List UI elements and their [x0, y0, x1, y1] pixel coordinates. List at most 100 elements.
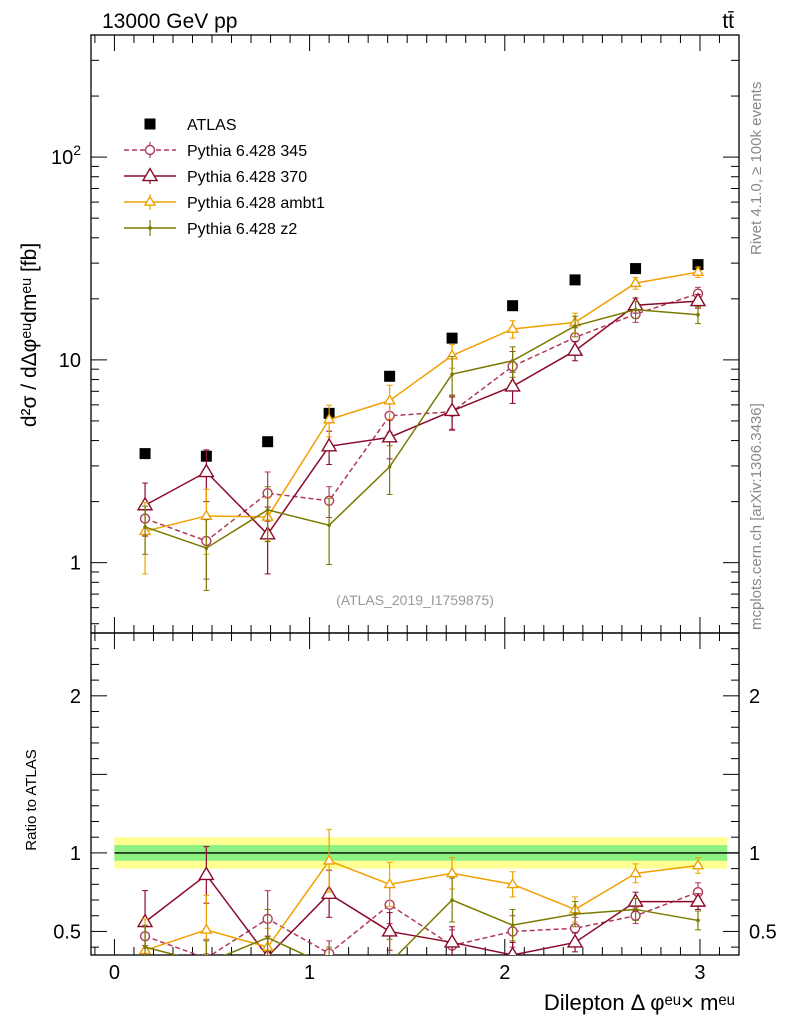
- data-point: [204, 546, 209, 550]
- data-point: [200, 509, 213, 520]
- ratio-y-tick-label-right: 0.5: [749, 921, 777, 943]
- ratio-series-line: [144, 859, 699, 951]
- data-point: [327, 523, 331, 528]
- data-point: [566, 341, 584, 356]
- data-point: [633, 307, 638, 312]
- data-point: [510, 358, 515, 363]
- ratio-series-line: [144, 891, 699, 955]
- ratio-data-point: [143, 945, 147, 949]
- legend-marker: [144, 144, 156, 156]
- legend-label: Pythia 6.428 345: [187, 143, 307, 160]
- data-point: [320, 437, 338, 452]
- data-point: [384, 370, 396, 382]
- data-point: [506, 322, 519, 333]
- ratio-y-axis-label: Ratio to ATLAS: [23, 749, 40, 850]
- ratio-data-point: [573, 912, 577, 916]
- ratio-data-point: [381, 922, 398, 937]
- legend-item: Pythia 6.428 z2: [124, 220, 297, 238]
- legend-item: Pythia 6.428 345: [124, 142, 307, 160]
- y-tick-exponent: 2: [73, 142, 81, 158]
- data-point: [143, 525, 147, 529]
- data-point: [569, 274, 581, 286]
- data-point: [322, 412, 336, 424]
- data-point: [630, 263, 642, 275]
- data-point: [387, 465, 392, 469]
- legend-marker: [144, 118, 156, 130]
- ratio-data-point: [566, 933, 584, 948]
- data-point: [504, 377, 521, 392]
- ratio-frame: [90, 632, 740, 956]
- legend-item: Pythia 6.428 370: [124, 167, 307, 186]
- ratio-data-point: [450, 898, 454, 902]
- ratio-data-point: [265, 935, 270, 940]
- y-tick-label: 10: [59, 350, 81, 372]
- ratio-data-point: [445, 866, 459, 878]
- y-tick-label: 1: [70, 553, 81, 575]
- legend-label: ATLAS: [187, 117, 237, 134]
- x-axis-label: Dilepton Δ φᵉᵘ× mᵉᵘ: [544, 990, 735, 1015]
- ratio-data-point: [327, 964, 331, 968]
- ratio-data-point: [696, 918, 700, 923]
- ratio-y-tick-label-right: 2: [749, 686, 760, 708]
- legend-marker: [148, 226, 152, 230]
- x-tick-label: 2: [499, 962, 510, 984]
- ratio-data-point: [443, 933, 461, 948]
- y-tick-label: 102: [51, 142, 81, 169]
- data-point: [507, 300, 519, 312]
- ratio-data-point: [691, 858, 705, 870]
- ratio-plot: 0 1 2 3 0.5 0.5 1 1 2 2: [53, 632, 777, 984]
- ratio-data-point: [510, 923, 515, 927]
- ratio-data-point: [198, 866, 215, 881]
- data-point: [692, 259, 704, 271]
- legend-item: ATLAS: [144, 117, 237, 134]
- ratio-data-point: [322, 854, 336, 865]
- ratio-data-point: [200, 923, 213, 934]
- legend-label: Pythia 6.428 370: [187, 169, 307, 186]
- ratio-series-pythia-6-428-370: [136, 846, 707, 955]
- data-point: [450, 372, 454, 376]
- x-tick-label: 0: [109, 962, 120, 984]
- ratio-series-group: [136, 828, 707, 968]
- x-tick-label: 3: [694, 962, 705, 984]
- data-point: [262, 436, 274, 448]
- ratio-data-point: [506, 877, 519, 889]
- series-line: [144, 271, 699, 532]
- title-right: tt̄: [722, 10, 734, 33]
- legend-label: Pythia 6.428 ambt1: [187, 195, 325, 212]
- data-point: [696, 312, 700, 317]
- legend-label: Pythia 6.428 z2: [187, 221, 297, 238]
- data-point: [383, 393, 396, 405]
- legend: ATLAS Pythia 6.428 345 Pythia 6.428 370 Pyt…: [124, 117, 325, 238]
- x-tick-label: 1: [304, 962, 315, 984]
- series-pythia-6-428-370: [136, 292, 707, 575]
- y-axis-label: d²σ / dΔφᵉᵘdmᵉᵘ [fb]: [18, 243, 41, 427]
- data-point: [629, 276, 642, 288]
- ratio-data-point: [205, 961, 209, 965]
- legend-marker: [143, 195, 157, 206]
- title-left: 13000 GeV pp: [102, 10, 237, 33]
- ratio-series-line: [144, 873, 699, 955]
- series-line: [144, 292, 699, 542]
- ratio-y-tick-label-right: 1: [749, 843, 760, 865]
- series-pythia-6-428-z2: [142, 301, 702, 591]
- data-point: [443, 402, 461, 417]
- series-line: [144, 308, 699, 549]
- ratio-data-point: [383, 877, 396, 889]
- ratio-data-point: [507, 946, 518, 955]
- data-point: [446, 332, 458, 344]
- side-label-bottom: mcplots.cern.ch [arXiv:1306.3436]: [748, 403, 765, 630]
- legend-marker: [141, 167, 159, 182]
- ratio-data-point: [388, 961, 392, 965]
- side-label-top: Rivet 4.1.0, ≥ 100k events: [748, 82, 765, 255]
- legend-item: Pythia 6.428 ambt1: [124, 194, 325, 212]
- analysis-label: (ATLAS_2019_I1759875): [336, 592, 494, 608]
- data-point: [139, 448, 151, 460]
- data-point: [265, 508, 270, 512]
- data-point: [573, 324, 577, 328]
- data-point: [198, 463, 215, 478]
- data-point: [689, 292, 707, 307]
- series-line: [144, 300, 699, 536]
- ratio-y-tick-label: 2: [70, 686, 81, 708]
- ratio-data-point: [633, 907, 638, 912]
